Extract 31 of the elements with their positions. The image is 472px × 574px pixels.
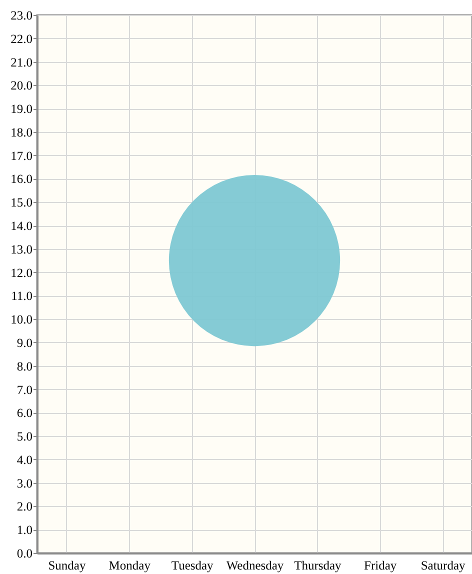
y-tick-label: 19.0 [10,102,32,116]
y-tick-label: 22.0 [10,32,32,46]
x-tick-label: Thursday [294,558,342,572]
y-tick-label: 17.0 [10,148,32,163]
y-tick-label: 1.0 [16,523,32,538]
y-tick-label: 12.0 [10,266,32,280]
x-tick-label: Friday [364,558,398,572]
y-tick-label: 3.0 [16,476,32,490]
y-tick-label: 4.0 [16,452,32,467]
y-tick-label: 10.0 [10,312,32,327]
y-tick-label: 18.0 [10,125,32,140]
y-tick-label: 9.0 [16,336,32,350]
y-tick-label: 0.0 [16,546,32,560]
y-tick-label: 7.0 [16,382,32,397]
x-tick-label: Wednesday [226,558,284,572]
y-tick-label: 23.0 [10,8,32,22]
y-tick-label: 8.0 [16,359,32,374]
y-tick-label: 21.0 [10,55,32,70]
x-tick-label: Monday [108,558,152,572]
x-tick-label: Saturday [420,558,466,572]
y-tick-label: 20.0 [10,78,32,93]
x-tick-label: Sunday [48,558,86,572]
y-tick-label: 16.0 [10,172,32,186]
x-tick-label: Tuesday [171,558,214,572]
y-tick-label: 6.0 [16,406,32,420]
y-tick-label: 15.0 [10,196,32,210]
y-tick-label: 5.0 [16,430,32,444]
y-tick-label: 14.0 [10,219,32,234]
y-tick-label: 11.0 [11,289,32,304]
y-tick-label: 13.0 [10,242,32,256]
y-tick-label: 2.0 [16,500,32,514]
